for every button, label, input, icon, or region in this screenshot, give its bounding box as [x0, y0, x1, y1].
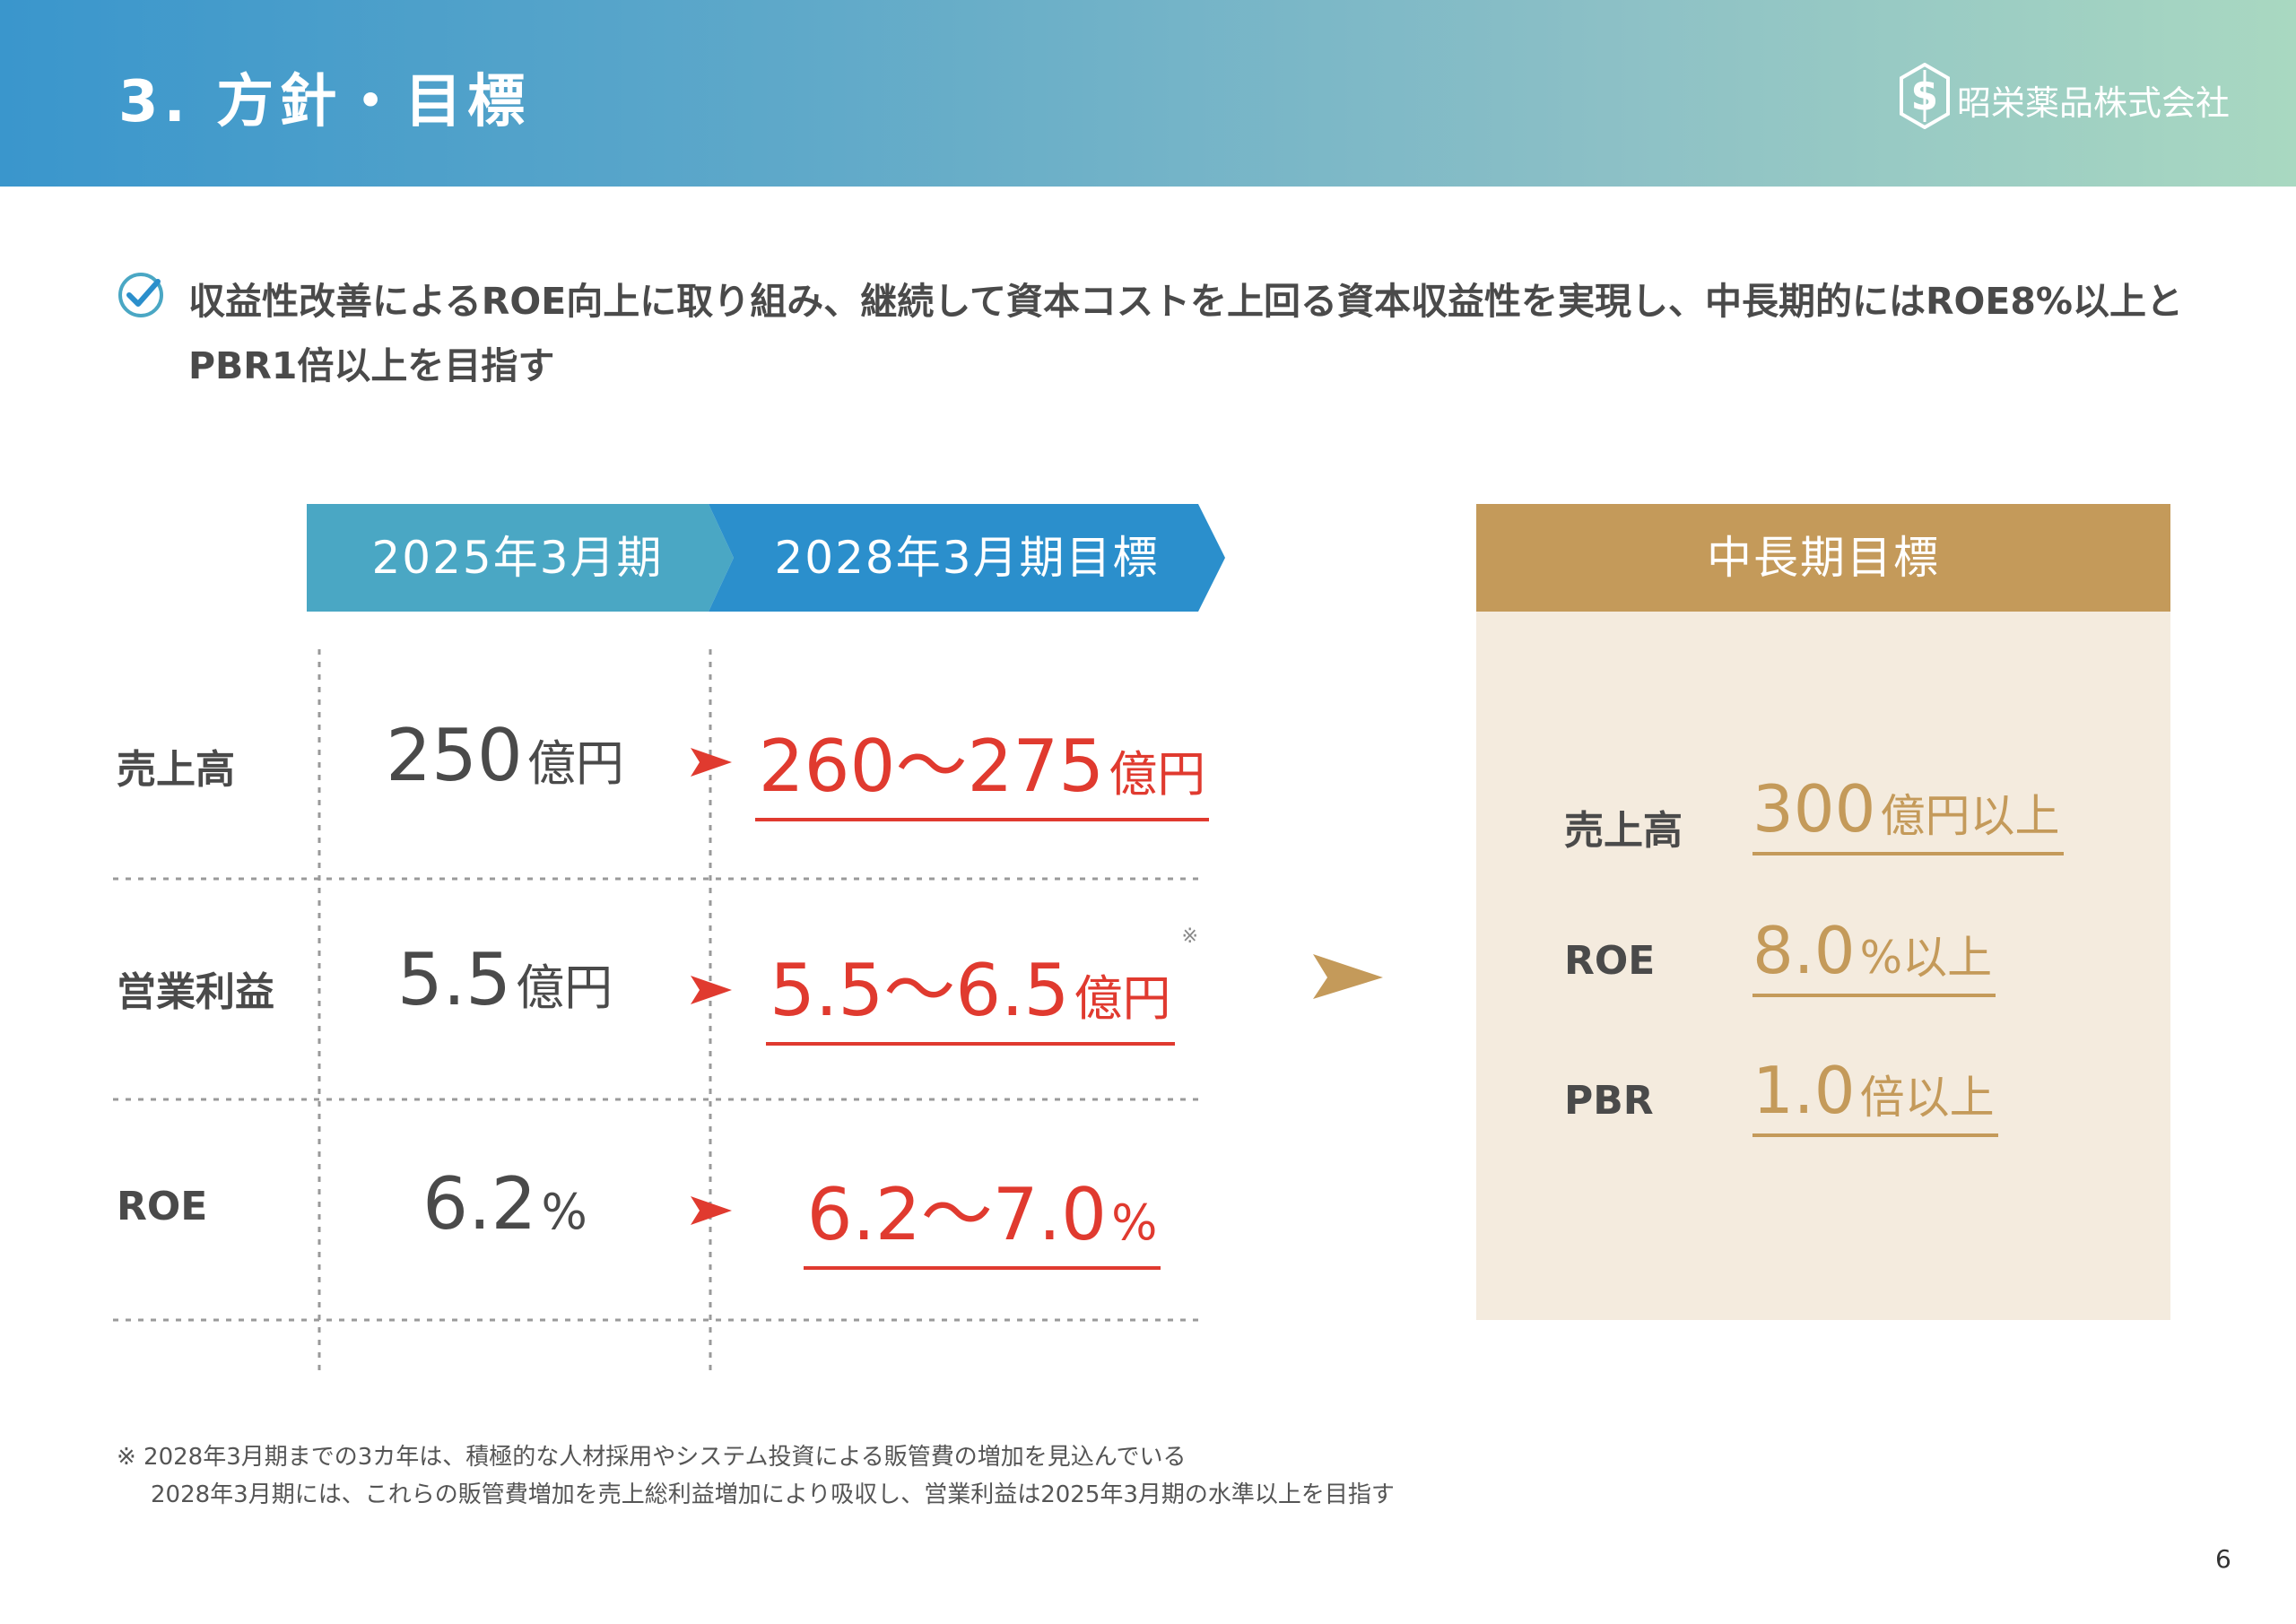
row-label-operating-profit: 営業利益 [117, 969, 274, 1015]
midterm-value-sales: 300 億円以上 [1752, 771, 2064, 855]
midterm-box: 中長期目標 売上高 300 億円以上 ROE 8.0 %以上 PBR 1.0 倍… [1476, 504, 2170, 1320]
midterm-title: 中長期目標 [1476, 504, 2170, 612]
company-name: 昭栄薬品株式会社 [1957, 83, 2231, 123]
arrow-icon-row3 [691, 1196, 732, 1225]
col-current-banner [307, 504, 734, 612]
footnote-mark: ※ [1181, 925, 1198, 948]
footnote-line-1: ※ 2028年3月期までの3カ年は、積極的な人材採用やシステム投資による販管費の… [117, 1444, 1187, 1471]
col-header-current: 2025年3月期 [371, 532, 664, 584]
target-value-roe: 6.2～7.0 % [718, 1157, 1247, 1270]
row-label-sales: 売上高 [117, 747, 235, 793]
footnote: ※ 2028年3月期までの3カ年は、積極的な人材採用やシステム投資による販管費の… [117, 1438, 1395, 1514]
midterm-value-pbr: 1.0 倍以上 [1752, 1053, 1998, 1137]
col-header-target: 2028年3月期目標 [774, 532, 1160, 584]
footnote-line-2: 2028年3月期には、これらの販管費増加を売上総利益増加により吸収し、営業利益は… [151, 1481, 1395, 1508]
target-value-sales: 260～275 億円 [718, 708, 1247, 821]
current-value-roe: 6.2 % [422, 1162, 587, 1246]
current-value-sales: 250 億円 [386, 714, 624, 797]
arrow-icon-row1 [691, 748, 732, 777]
midterm-label-roe: ROE [1564, 938, 1656, 984]
target-value-operating-profit: 5.5～6.5 億円 ※ [718, 925, 1247, 1046]
col-target-banner [709, 504, 1225, 612]
midterm-label-sales: 売上高 [1564, 808, 1683, 854]
check-circle-icon [118, 273, 163, 317]
company-logo-icon: S [1900, 63, 1950, 129]
row-label-roe: ROE [117, 1184, 208, 1229]
lead-text: 収益性改善によるROE向上に取り組み、継続して資本コストを上回る資本収益性を実現… [188, 280, 2184, 387]
big-arrow-icon [1313, 954, 1383, 999]
arrow-icon-row2 [691, 976, 732, 1004]
page-number: 6 [2215, 1544, 2231, 1574]
current-value-operating-profit: 5.5 億円 [396, 938, 613, 1021]
midterm-value-roe: 8.0 %以上 [1752, 913, 1996, 997]
page-title: 3. 方針・目標 [118, 69, 531, 135]
midterm-label-pbr: PBR [1564, 1078, 1654, 1124]
header-banner [0, 0, 2296, 187]
